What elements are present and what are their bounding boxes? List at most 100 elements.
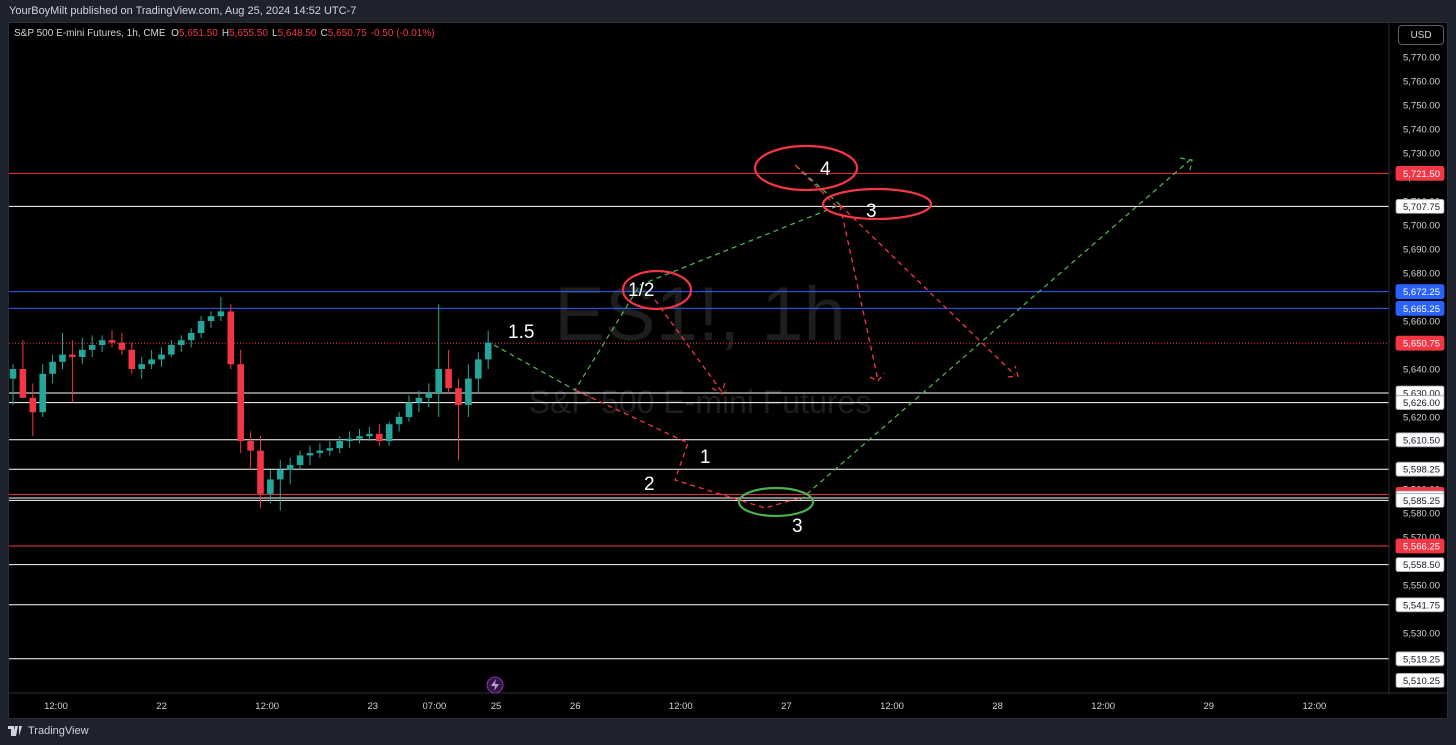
candle-body[interactable] — [415, 397, 423, 403]
wave-count-label[interactable]: 3 — [792, 516, 803, 537]
circle-annotation-wave4[interactable] — [753, 144, 859, 192]
arrowhead-red[interactable] — [1007, 365, 1019, 378]
price-axis-label[interactable] — [1395, 395, 1445, 411]
projection-path-red-down[interactable] — [574, 389, 801, 509]
candle-body[interactable] — [39, 373, 46, 413]
wave-count-label[interactable]: 3 — [866, 201, 877, 222]
lightning-icon — [491, 679, 499, 691]
projection-path-red-branch[interactable] — [654, 299, 723, 393]
candle-body[interactable] — [187, 333, 195, 341]
candle-body[interactable] — [247, 441, 254, 451]
price-axis-label[interactable] — [1395, 492, 1445, 508]
wave-count-label[interactable]: 4 — [820, 159, 831, 180]
price-axis-label[interactable] — [1395, 597, 1445, 613]
wave-count-label[interactable]: 1/2 — [628, 280, 654, 301]
price-axis-label-text: 5,519.25 — [1403, 654, 1440, 665]
candle-body[interactable] — [484, 342, 492, 360]
candle-body[interactable] — [98, 340, 106, 345]
candle-body[interactable] — [306, 453, 314, 456]
price-axis-label[interactable] — [1395, 198, 1445, 214]
wave-count-label[interactable]: 1 — [700, 447, 711, 468]
candle-body[interactable] — [207, 316, 215, 321]
candle-body[interactable] — [148, 359, 155, 365]
candle-body[interactable] — [425, 393, 433, 398]
candle-body[interactable] — [118, 342, 126, 350]
candle-body[interactable] — [49, 361, 56, 374]
candle-body[interactable] — [286, 465, 294, 470]
candle-body[interactable] — [69, 354, 76, 357]
projection-path-green-up[interactable] — [493, 204, 841, 391]
candle-body[interactable] — [336, 441, 343, 449]
candle-body[interactable] — [9, 369, 17, 379]
circle-annotation-wave3-bottom[interactable] — [737, 486, 815, 518]
price-axis-label[interactable] — [1395, 538, 1445, 554]
candle-body[interactable] — [79, 349, 86, 357]
price-axis-label[interactable] — [1395, 557, 1445, 572]
candle-body[interactable] — [168, 345, 175, 355]
arrowhead-red[interactable] — [711, 381, 726, 396]
candle-body[interactable] — [366, 433, 373, 437]
price-axis-label[interactable] — [1395, 284, 1445, 300]
projection-path-green-wave4[interactable] — [794, 164, 841, 206]
price-axis-label[interactable] — [1395, 651, 1445, 667]
candle-body[interactable] — [435, 369, 442, 393]
candle-body[interactable] — [267, 479, 274, 494]
circle-annotation-wave1-2[interactable] — [621, 269, 693, 311]
projection-path-green-long[interactable] — [799, 159, 1191, 501]
price-axis-label[interactable] — [1395, 335, 1445, 351]
candle-body[interactable] — [88, 345, 96, 350]
arrowhead-green[interactable] — [1179, 157, 1193, 171]
candle-body[interactable] — [237, 364, 244, 441]
price-axis-label[interactable] — [1395, 673, 1445, 688]
projection-path-red-wave[interactable] — [794, 164, 841, 211]
candle-body[interactable] — [138, 364, 145, 369]
chart-frame[interactable] — [8, 22, 1448, 719]
candle-body[interactable] — [296, 455, 304, 465]
candle-body[interactable] — [108, 340, 116, 343]
candle-body[interactable] — [217, 311, 225, 317]
projection-path-red-from-3b[interactable] — [839, 204, 1016, 376]
candle-body[interactable] — [475, 359, 482, 379]
price-tick-label: 5,740.00 — [1403, 125, 1440, 136]
candle-body[interactable] — [346, 438, 353, 441]
candle-body[interactable] — [455, 388, 462, 405]
price-axis-label[interactable] — [1395, 165, 1445, 181]
wave-count-label[interactable]: 2 — [644, 474, 655, 495]
candle-body[interactable] — [405, 402, 413, 417]
projection-path-red-from-3[interactable] — [839, 204, 879, 381]
candle-body[interactable] — [29, 397, 37, 413]
candle-body[interactable] — [465, 378, 472, 405]
candle-body[interactable] — [158, 354, 165, 360]
candle-body[interactable] — [385, 424, 393, 441]
candle-body[interactable] — [277, 469, 284, 480]
wave-count-label[interactable]: 1.5 — [508, 322, 534, 343]
candle-body[interactable] — [59, 354, 66, 362]
candle-body[interactable] — [316, 450, 324, 453]
price-tick-label: 5,640.00 — [1403, 365, 1440, 376]
candle-body[interactable] — [376, 433, 383, 441]
candle-body[interactable] — [395, 417, 403, 425]
candle-body[interactable] — [257, 450, 264, 494]
currency-button[interactable]: USD — [1398, 25, 1444, 45]
candle-body[interactable] — [197, 321, 205, 333]
brand-name: TradingView — [28, 725, 89, 737]
legend-change: -0.50 (-0.01%) — [370, 28, 435, 39]
candle-body[interactable] — [19, 369, 27, 398]
time-tick-label: 23 — [368, 701, 379, 712]
candle-body[interactable] — [356, 436, 363, 439]
candle-body[interactable] — [128, 349, 136, 369]
bottom-bar — [0, 719, 1456, 745]
price-axis-label[interactable] — [1395, 461, 1445, 477]
arrowhead-red[interactable] — [869, 372, 885, 382]
candle-body[interactable] — [178, 340, 185, 345]
circle-annotation-wave3-top[interactable] — [821, 187, 933, 221]
price-axis-label[interactable] — [1395, 432, 1445, 448]
tradingview-brand[interactable]: TradingView — [8, 725, 89, 737]
candle-body[interactable] — [227, 311, 235, 365]
candle-body[interactable] — [445, 369, 452, 389]
price-axis-label-text: 5,566.25 — [1403, 542, 1440, 553]
candle-body[interactable] — [326, 448, 334, 451]
legend-symbol: S&P 500 E-mini Futures, 1h, CME — [14, 28, 166, 39]
price-axis-label[interactable] — [1395, 300, 1445, 316]
